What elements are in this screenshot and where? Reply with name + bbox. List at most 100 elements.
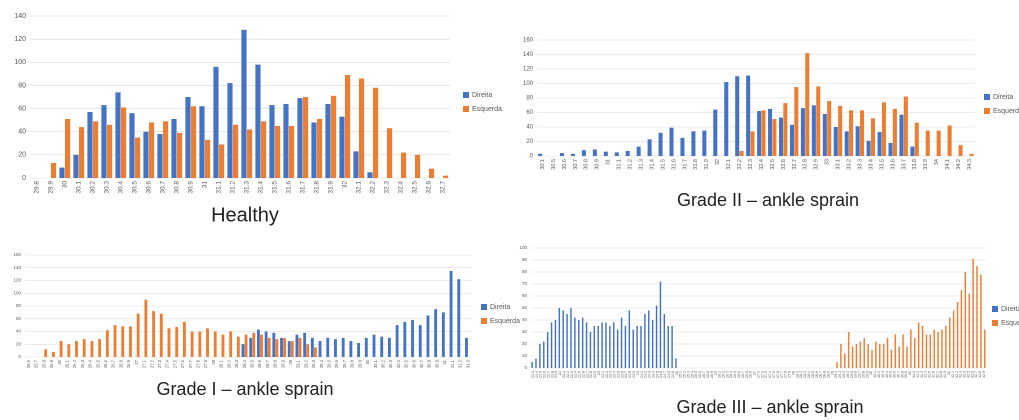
bar (113, 325, 117, 357)
bar (794, 87, 799, 156)
bar (73, 154, 79, 178)
bar (206, 328, 209, 357)
bar (899, 114, 904, 156)
bar (620, 317, 623, 368)
x-tick-label: 23 (597, 371, 601, 375)
x-tick-label: 26.3 (725, 371, 729, 378)
y-tick-label: 140 (14, 13, 26, 20)
chart-title: Grade III – ankle sprain (676, 397, 863, 417)
x-tick-label: 31 (606, 159, 612, 165)
bar (581, 150, 586, 156)
bar (984, 329, 986, 368)
bar (538, 153, 543, 156)
bar (93, 121, 99, 178)
x-tick-label: 31.1 (617, 159, 623, 170)
bar (260, 334, 263, 357)
bar (264, 331, 268, 357)
x-tick-label: 29.8 (350, 359, 355, 368)
bar (51, 162, 57, 178)
x-tick-label: 26.2 (72, 359, 77, 368)
x-tick-label: 28.7 (819, 371, 823, 378)
bar (772, 119, 777, 156)
x-tick-label: 23.4 (613, 371, 617, 378)
y-tick-label: 120 (13, 278, 21, 283)
bar (318, 341, 322, 357)
bar (535, 358, 537, 368)
x-tick-label: 31.5 (928, 371, 932, 378)
x-tick-label: 28.1 (219, 359, 224, 368)
legend-swatch (463, 106, 469, 112)
y-tick-label: 80 (526, 96, 533, 102)
bar (898, 346, 900, 368)
x-tick-label: 31.9 (328, 181, 335, 194)
x-tick-label: 24.4 (651, 371, 655, 378)
x-tick-label: 32.2 (370, 181, 377, 194)
x-tick-label: 27.3 (157, 359, 162, 368)
bar (945, 326, 947, 368)
x-tick-label: 32.2 (737, 159, 743, 170)
x-tick-label: 30.2 (380, 359, 385, 368)
y-tick-label: 30 (522, 329, 528, 334)
x-tick-label: 32.3 (384, 181, 391, 194)
bar (691, 131, 696, 156)
x-tick-label: 31.4 (649, 159, 655, 170)
bar (570, 153, 575, 156)
x-tick-label: 24.9 (671, 371, 675, 378)
x-tick-label: 29 (830, 371, 834, 375)
bar (914, 122, 919, 156)
bar (310, 337, 314, 357)
y-tick-label: 40 (526, 125, 533, 131)
bar (82, 339, 86, 357)
bar (280, 337, 283, 357)
legend-swatch (481, 318, 487, 324)
x-tick-label: 30.3 (388, 359, 393, 368)
bar (59, 341, 63, 357)
bar (925, 130, 930, 156)
x-tick-label: 30.4 (118, 181, 125, 194)
y-tick-label: 0 (530, 154, 534, 160)
bar (941, 329, 943, 368)
x-tick-label: 27.2 (149, 359, 154, 368)
bar (958, 145, 963, 156)
x-tick-label: 34.1 (945, 159, 951, 170)
bar (267, 337, 271, 357)
bar (663, 314, 666, 368)
x-tick-label: 26.6 (103, 359, 108, 368)
bar (429, 168, 435, 178)
x-tick-label: 29.4 (846, 371, 850, 378)
bar (367, 172, 373, 178)
x-tick-label: 30.5 (404, 359, 409, 368)
x-tick-label: 32.4 (759, 159, 765, 170)
x-tick-label: 23.8 (628, 371, 632, 378)
x-tick-label: 31.8 (693, 159, 699, 170)
x-tick-label: 31.2 (458, 359, 463, 368)
bar (640, 326, 642, 368)
y-tick-label: 20 (16, 341, 22, 346)
bar (75, 341, 78, 357)
chart-title: Grade I – ankle sprain (156, 379, 333, 399)
bar (311, 122, 317, 178)
x-tick-label: 32.6 (426, 181, 433, 194)
x-tick-label: 25.9 (49, 359, 54, 368)
x-tick-label: 32.8 (803, 159, 809, 170)
bar (671, 326, 673, 368)
bar (326, 337, 330, 357)
bar (870, 118, 876, 156)
x-tick-label: 32.6 (970, 371, 974, 378)
bar (651, 320, 654, 368)
bar (256, 329, 260, 357)
y-tick-label: 60 (522, 293, 528, 298)
bar (675, 358, 677, 368)
bar (906, 346, 908, 368)
bar (275, 125, 281, 178)
bar (929, 334, 932, 368)
x-tick-label: 29.9 (48, 181, 55, 194)
bar (353, 151, 359, 178)
bar (903, 96, 908, 156)
x-tick-label: 26.9 (126, 359, 131, 368)
bar (283, 337, 287, 357)
legend-swatch (984, 108, 990, 114)
x-tick-label: 30.5 (889, 371, 893, 378)
x-tick-label: 33.8 (912, 159, 918, 170)
x-tick-label: 28.8 (273, 359, 278, 368)
